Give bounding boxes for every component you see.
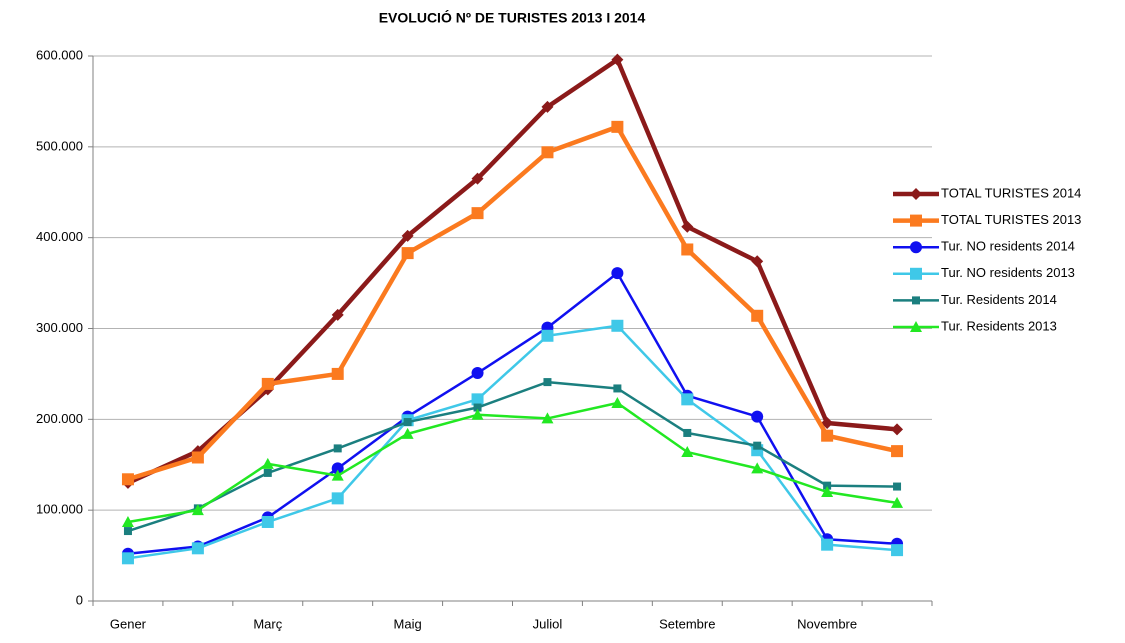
marker xyxy=(751,255,764,268)
marker xyxy=(891,496,904,508)
x-tick-label: Març xyxy=(253,616,282,631)
legend-label: Tur. NO residents 2014 xyxy=(941,239,1075,254)
marker xyxy=(471,172,484,185)
marker xyxy=(751,309,764,322)
marker xyxy=(331,469,344,481)
series-line xyxy=(127,57,898,485)
marker xyxy=(401,229,414,242)
marker xyxy=(261,377,274,390)
y-tick-label: 300.000 xyxy=(36,320,83,335)
marker xyxy=(541,146,554,159)
marker xyxy=(121,552,134,565)
marker xyxy=(121,515,134,527)
marker xyxy=(123,527,132,536)
marker xyxy=(910,214,922,227)
marker xyxy=(910,188,922,200)
marker xyxy=(331,462,344,475)
marker xyxy=(683,428,692,437)
y-tick-label: 200.000 xyxy=(36,411,83,426)
marker xyxy=(471,408,484,420)
marker xyxy=(471,393,484,406)
x-tick-label: Setembre xyxy=(659,616,715,631)
legend-label: TOTAL TURISTES 2014 xyxy=(941,185,1081,200)
x-tick-label: Gener xyxy=(110,616,147,631)
marker xyxy=(611,267,624,280)
marker xyxy=(910,267,922,280)
marker xyxy=(821,416,834,429)
series-line xyxy=(127,324,898,560)
marker xyxy=(891,445,904,458)
y-tick-label: 500.000 xyxy=(36,138,83,153)
y-tick-label: 400.000 xyxy=(36,229,83,244)
marker xyxy=(331,308,344,321)
marker xyxy=(261,457,274,469)
marker xyxy=(910,241,922,254)
x-tick-label: Novembre xyxy=(797,616,857,631)
marker xyxy=(331,492,344,505)
marker xyxy=(893,482,902,491)
marker xyxy=(912,296,920,305)
marker xyxy=(471,367,484,380)
series-line xyxy=(127,271,898,556)
marker xyxy=(541,100,554,113)
marker xyxy=(611,53,624,66)
legend-label: Tur. Residents 2013 xyxy=(941,318,1057,333)
x-tick-label: Maig xyxy=(394,616,422,631)
series-line xyxy=(127,401,898,524)
marker xyxy=(681,446,694,458)
series-line xyxy=(127,124,898,482)
marker xyxy=(121,473,134,486)
marker xyxy=(681,220,694,233)
marker xyxy=(910,321,922,332)
marker xyxy=(751,410,764,423)
marker xyxy=(541,329,554,342)
legend-label: Tur. Residents 2014 xyxy=(941,292,1057,307)
marker xyxy=(821,486,834,497)
marker xyxy=(891,544,904,557)
marker xyxy=(403,418,412,427)
marker xyxy=(751,462,764,474)
marker xyxy=(821,429,834,442)
chart-title: EVOLUCIÓ Nº DE TURISTES 2013 I 2014 xyxy=(379,9,646,26)
marker xyxy=(681,243,694,256)
marker xyxy=(613,384,622,393)
y-tick-label: 100.000 xyxy=(36,502,83,517)
marker xyxy=(891,423,904,436)
marker xyxy=(331,367,344,380)
marker xyxy=(401,247,414,260)
marker xyxy=(611,120,624,133)
y-tick-label: 0 xyxy=(76,592,83,607)
marker xyxy=(263,468,272,477)
marker xyxy=(541,412,554,424)
marker xyxy=(611,319,624,332)
marker xyxy=(401,427,414,439)
series-line xyxy=(127,380,898,533)
marker xyxy=(473,403,482,412)
marker xyxy=(753,441,762,450)
marker xyxy=(611,396,624,408)
marker xyxy=(471,207,484,220)
marker xyxy=(333,444,342,453)
marker xyxy=(681,393,694,406)
legend-label: Tur. NO residents 2013 xyxy=(941,265,1075,280)
y-tick-label: 600.000 xyxy=(36,47,83,62)
marker xyxy=(191,451,204,464)
marker xyxy=(823,481,832,490)
marker xyxy=(821,538,834,551)
x-tick-label: Juliol xyxy=(533,616,563,631)
marker xyxy=(191,504,204,516)
marker xyxy=(543,378,552,387)
marker xyxy=(261,515,274,528)
marker xyxy=(191,542,204,555)
legend-label: TOTAL TURISTES 2013 xyxy=(941,212,1081,227)
